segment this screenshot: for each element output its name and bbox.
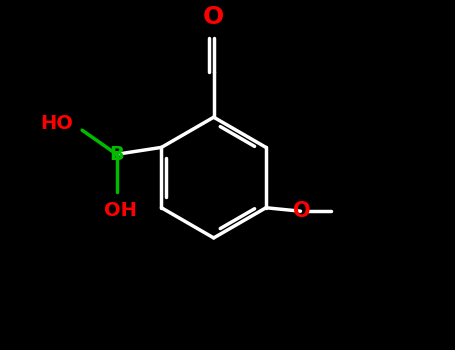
Text: B: B <box>109 145 124 164</box>
Text: HO: HO <box>40 114 74 133</box>
Text: OH: OH <box>104 201 136 220</box>
Text: O: O <box>203 5 224 29</box>
Text: O: O <box>293 201 311 221</box>
